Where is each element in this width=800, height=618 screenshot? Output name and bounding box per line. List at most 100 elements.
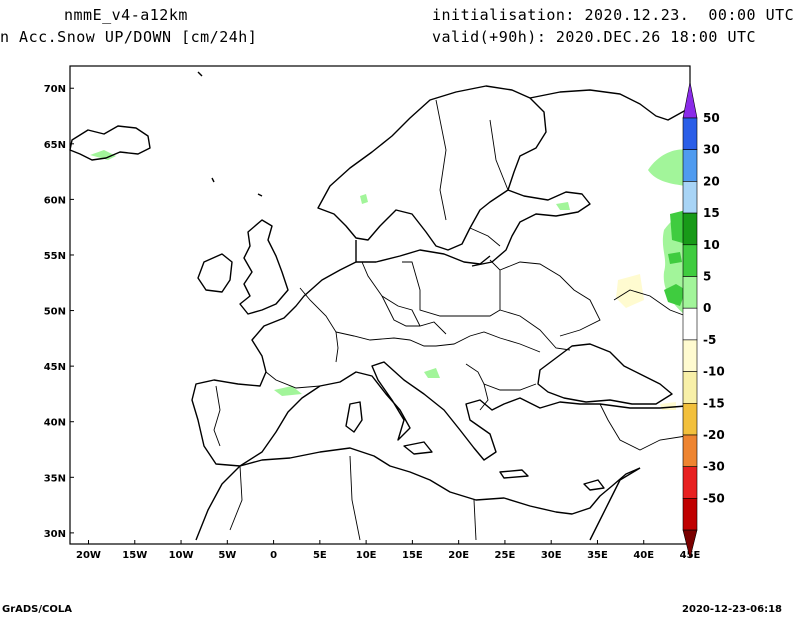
coast-levant	[589, 467, 641, 541]
border-alps	[335, 331, 436, 347]
border-sweden-finland	[489, 119, 509, 191]
colorbar-label: -15	[703, 396, 725, 410]
coast-baltic-east	[471, 189, 591, 267]
melt-patch-ukraine	[616, 274, 644, 308]
coast-baltic-south	[356, 249, 491, 265]
coast-sicily	[403, 441, 433, 455]
colorbar-label: 5	[703, 270, 711, 284]
colorbar-swatch	[682, 244, 698, 277]
coast-faroe	[211, 177, 215, 183]
lon-tick-label: 10E	[356, 550, 377, 561]
map-frame	[69, 65, 691, 545]
snow-patch-russia-south	[664, 284, 686, 306]
lon-tick-label: 20W	[76, 550, 101, 561]
colorbar-swatch	[682, 212, 698, 246]
border-morocco-algeria	[229, 465, 243, 531]
snow-patch-russia-mid	[670, 210, 686, 244]
colorbar-label: 0	[703, 301, 711, 315]
snow-patch-pyrenees	[274, 386, 302, 396]
colorbar-label: 20	[703, 174, 720, 188]
colorbar-swatch	[682, 117, 698, 151]
colorbar-label: -20	[703, 428, 725, 442]
lat-tick-label: 40N	[44, 418, 66, 429]
lon-tick-label: 20E	[448, 550, 469, 561]
colorbar-swatch	[682, 339, 698, 372]
colorbar-label: -10	[703, 365, 725, 379]
colorbar-label: -50	[703, 491, 725, 505]
border-poland	[402, 259, 501, 317]
border-finland-russia	[469, 227, 501, 247]
colorbar-label: -5	[703, 333, 716, 347]
colorbar-swatch	[682, 371, 698, 404]
coast-britain	[239, 219, 289, 315]
lon-tick-label: 15W	[122, 550, 147, 561]
lat-tick-label: 35N	[44, 473, 66, 484]
lat-tick-label: 30N	[44, 529, 66, 540]
border-balkans	[465, 363, 537, 391]
lon-tick-label: 10W	[169, 550, 194, 561]
border-pyrenees	[265, 371, 321, 389]
coast-cyprus	[583, 479, 605, 491]
border-hungary-romania	[435, 331, 541, 353]
latitude-ticks: 70N 65N 60N 55N 50N 45N 40N 35N 30N	[44, 84, 74, 540]
border-portugal	[213, 385, 221, 447]
colorbar-label: 30	[703, 143, 720, 157]
colorbar-swatch	[682, 498, 698, 531]
country-borders	[213, 99, 687, 541]
border-france-east	[299, 287, 339, 363]
coastlines	[69, 71, 687, 541]
coast-svalbard-fragment	[197, 71, 203, 77]
coast-mainland	[191, 240, 687, 467]
border-czech-austria	[381, 295, 447, 335]
lat-tick-label: 50N	[44, 307, 66, 318]
coast-africa	[195, 447, 641, 541]
colorbar-label: 15	[703, 206, 720, 220]
border-russia-ukraine	[613, 289, 687, 317]
lat-tick-label: 45N	[44, 362, 66, 373]
colorbar-swatch	[682, 149, 698, 182]
lon-tick-label: 5E	[313, 550, 327, 561]
snow-patch-russia-north	[648, 149, 686, 186]
model-title: nmmE_v4-a12km	[64, 6, 188, 24]
snow-patch-russia-small	[668, 252, 682, 264]
snow-patch-balkans	[424, 368, 440, 378]
lat-tick-label: 70N	[44, 84, 66, 95]
border-germany-east	[361, 261, 421, 327]
colorbar-label: 50	[703, 111, 720, 125]
border-algeria-tunisia	[349, 455, 361, 541]
border-libya-egypt	[473, 499, 477, 541]
border-ukraine-west	[499, 309, 571, 351]
lat-tick-label: 60N	[44, 195, 66, 206]
software-credit: GrADS/COLA	[2, 604, 72, 615]
valid-time: valid(+90h): 2020.DEC.26 18:00 UTC	[432, 28, 757, 46]
coast-ireland	[197, 253, 233, 293]
colorbar-label: 10	[703, 238, 720, 252]
colorbar-swatch	[682, 276, 698, 309]
lon-tick-label: 0	[270, 550, 277, 561]
initialisation-time: initialisation: 2020.12.23. 00:00 UTC	[432, 6, 795, 24]
coast-crete	[499, 469, 529, 479]
border-norway-sweden	[435, 99, 447, 221]
colorbar-bottom-arrow	[682, 529, 698, 559]
snow-patch-iceland	[90, 150, 116, 160]
border-turkey-south	[599, 403, 687, 451]
snow-patch-norway	[360, 194, 368, 204]
lat-tick-label: 65N	[44, 140, 66, 151]
lon-tick-label: 15E	[402, 550, 423, 561]
colorbar-swatch	[682, 181, 698, 214]
lon-tick-label: 5W	[218, 550, 236, 561]
lat-tick-label: 55N	[44, 251, 66, 262]
coast-sardinia	[345, 401, 363, 433]
border-belarus	[499, 261, 601, 337]
snow-patch-finland	[556, 202, 570, 210]
colorbar-swatch	[682, 402, 698, 436]
coast-scandinavia	[317, 85, 547, 251]
border-north-macedonia	[479, 383, 489, 411]
colorbar-swatch	[682, 434, 698, 468]
coast-kola	[529, 89, 687, 121]
coast-black-sea	[537, 343, 673, 405]
colorbar-swatch	[682, 466, 698, 499]
lon-tick-label: 25E	[495, 550, 516, 561]
